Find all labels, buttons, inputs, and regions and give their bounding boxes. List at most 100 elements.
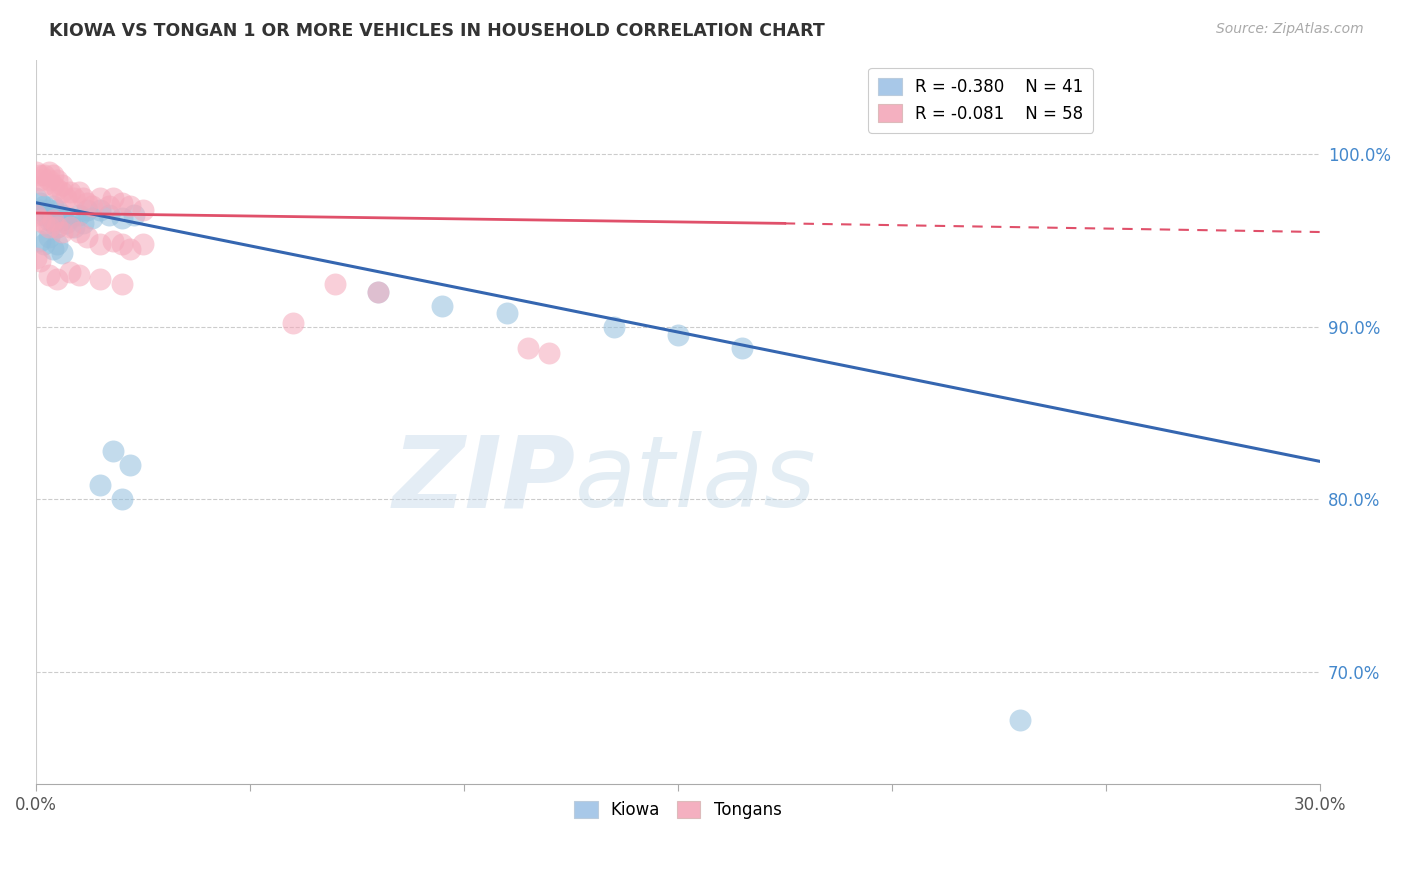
Point bbox=[46, 271, 69, 285]
Point bbox=[72, 190, 94, 204]
Point bbox=[517, 341, 540, 355]
Point bbox=[46, 202, 69, 217]
Point bbox=[731, 341, 754, 355]
Point bbox=[42, 199, 65, 213]
Point bbox=[89, 202, 111, 217]
Point bbox=[67, 208, 90, 222]
Point bbox=[59, 186, 82, 200]
Point bbox=[110, 211, 132, 226]
Point bbox=[30, 234, 52, 248]
Point bbox=[34, 199, 56, 213]
Point bbox=[120, 199, 142, 213]
Point bbox=[38, 202, 60, 217]
Text: KIOWA VS TONGAN 1 OR MORE VEHICLES IN HOUSEHOLD CORRELATION CHART: KIOWA VS TONGAN 1 OR MORE VEHICLES IN HO… bbox=[49, 22, 825, 40]
Point bbox=[432, 299, 454, 313]
Point bbox=[97, 199, 120, 213]
Point bbox=[42, 178, 65, 193]
Point bbox=[38, 230, 60, 244]
Point bbox=[42, 213, 65, 227]
Point bbox=[25, 251, 48, 265]
Point bbox=[325, 277, 347, 291]
Point bbox=[46, 182, 69, 196]
Text: ZIP: ZIP bbox=[392, 431, 575, 528]
Text: Source: ZipAtlas.com: Source: ZipAtlas.com bbox=[1216, 22, 1364, 37]
Point bbox=[51, 245, 73, 260]
Point bbox=[67, 186, 90, 200]
Point bbox=[120, 242, 142, 256]
Point bbox=[63, 190, 86, 204]
Point bbox=[67, 268, 90, 282]
Point bbox=[80, 199, 103, 213]
Point bbox=[55, 190, 77, 204]
Point bbox=[51, 225, 73, 239]
Point bbox=[101, 190, 124, 204]
Point bbox=[89, 190, 111, 204]
Point bbox=[25, 164, 48, 178]
Point bbox=[76, 230, 98, 244]
Point bbox=[30, 195, 52, 210]
Point bbox=[80, 211, 103, 226]
Point bbox=[30, 213, 52, 227]
Point bbox=[89, 271, 111, 285]
Point bbox=[34, 178, 56, 193]
Point bbox=[46, 237, 69, 252]
Point bbox=[101, 234, 124, 248]
Point bbox=[34, 237, 56, 252]
Point bbox=[602, 319, 624, 334]
Point bbox=[51, 178, 73, 193]
Point bbox=[42, 242, 65, 256]
Point bbox=[51, 186, 73, 200]
Point bbox=[51, 213, 73, 227]
Point bbox=[110, 195, 132, 210]
Point bbox=[110, 237, 132, 252]
Point bbox=[30, 254, 52, 268]
Point bbox=[1010, 713, 1032, 727]
Point bbox=[63, 219, 86, 234]
Text: atlas: atlas bbox=[575, 431, 817, 528]
Point bbox=[25, 208, 48, 222]
Point bbox=[132, 237, 155, 252]
Point bbox=[538, 345, 561, 359]
Point bbox=[76, 195, 98, 210]
Point bbox=[30, 168, 52, 182]
Point bbox=[132, 202, 155, 217]
Point bbox=[367, 285, 389, 300]
Point bbox=[38, 219, 60, 234]
Point bbox=[59, 211, 82, 226]
Point bbox=[42, 216, 65, 230]
Legend: Kiowa, Tongans: Kiowa, Tongans bbox=[568, 795, 789, 826]
Point bbox=[38, 164, 60, 178]
Point bbox=[46, 173, 69, 187]
Point bbox=[46, 219, 69, 234]
Point bbox=[97, 208, 120, 222]
Point bbox=[30, 202, 52, 217]
Point bbox=[281, 317, 304, 331]
Point bbox=[30, 173, 52, 187]
Point bbox=[25, 190, 48, 204]
Point bbox=[110, 492, 132, 507]
Point bbox=[51, 208, 73, 222]
Point bbox=[89, 478, 111, 492]
Point bbox=[495, 306, 517, 320]
Point bbox=[55, 216, 77, 230]
Point bbox=[666, 328, 689, 343]
Point bbox=[72, 216, 94, 230]
Point bbox=[59, 219, 82, 234]
Point bbox=[34, 208, 56, 222]
Point bbox=[38, 173, 60, 187]
Point bbox=[34, 216, 56, 230]
Point bbox=[46, 219, 69, 234]
Point bbox=[67, 225, 90, 239]
Point bbox=[101, 444, 124, 458]
Point bbox=[76, 202, 98, 217]
Point bbox=[120, 458, 142, 472]
Point bbox=[110, 277, 132, 291]
Point bbox=[59, 265, 82, 279]
Point bbox=[124, 208, 146, 222]
Point bbox=[367, 285, 389, 300]
Point bbox=[89, 237, 111, 252]
Point bbox=[42, 168, 65, 182]
Point bbox=[38, 268, 60, 282]
Point bbox=[38, 213, 60, 227]
Point bbox=[34, 168, 56, 182]
